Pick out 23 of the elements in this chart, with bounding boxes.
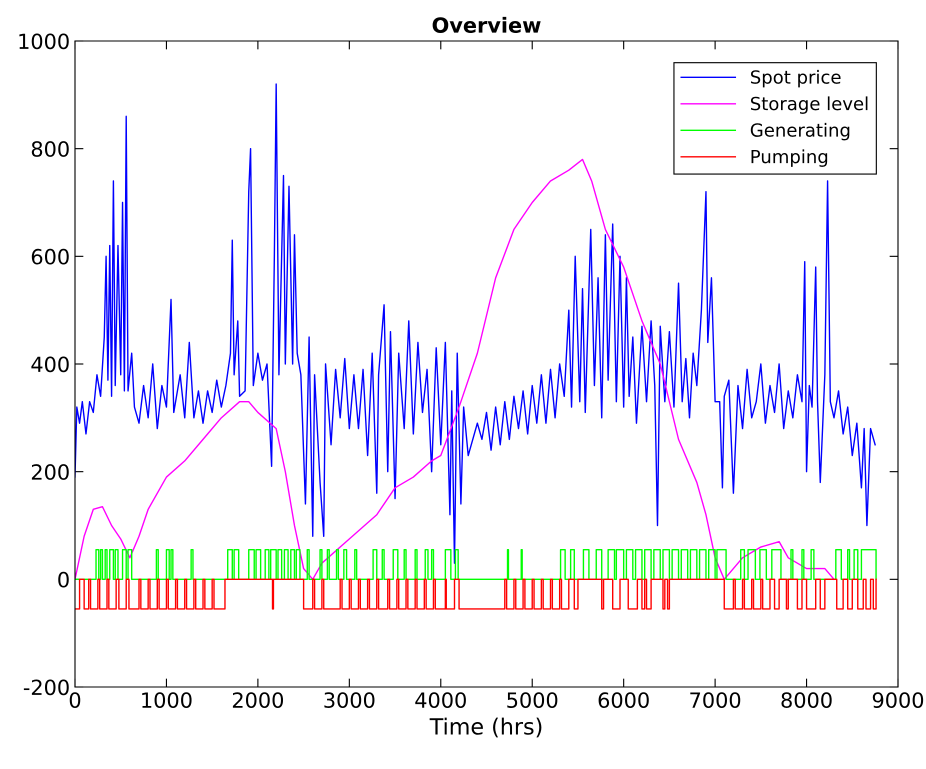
x-tick-label: 0 (70, 692, 80, 708)
y-tick-label: 200 (32, 464, 69, 480)
x-tick-label: 3000 (324, 692, 374, 708)
legend-label: Spot price (750, 70, 841, 88)
y-tick-label: 1000 (19, 33, 69, 50)
x-tick-label: 6000 (598, 692, 649, 708)
x-axis-title: Time (hrs) (430, 718, 542, 738)
legend-label: Pumping (752, 149, 828, 167)
y-tick-label: 400 (31, 356, 69, 372)
chart-title: Overview (432, 16, 541, 33)
x-tick-label: 4000 (415, 692, 466, 708)
y-tick-label: 0 (58, 572, 69, 588)
x-tick-label: 5000 (507, 692, 558, 708)
y-tick-label: -200 (24, 679, 69, 696)
x-tick-label: 2000 (232, 692, 284, 708)
y-tick-label: 800 (32, 141, 69, 157)
legend-label: Generating (750, 122, 850, 140)
legend-label: Storage level (750, 96, 868, 114)
x-tick-label: 1000 (142, 692, 192, 708)
x-tick-label: 7000 (690, 692, 740, 708)
y-tick-label: 600 (32, 248, 69, 265)
x-tick-label: 9000 (872, 692, 924, 708)
x-tick-label: 8000 (781, 692, 832, 708)
